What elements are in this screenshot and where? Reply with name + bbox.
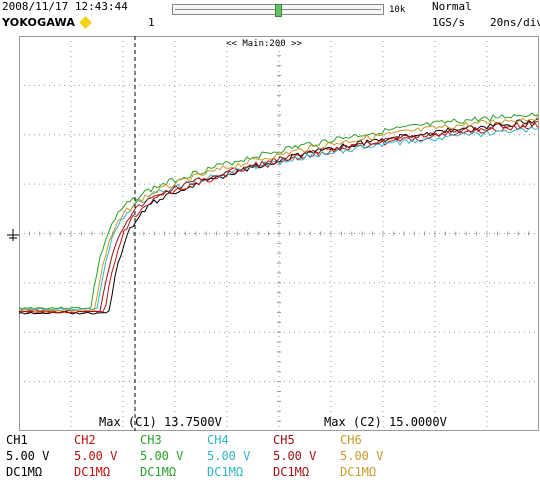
channel-name-ch4[interactable]: CH4 — [207, 433, 229, 447]
trace-ch6 — [19, 114, 539, 312]
ground-icon — [7, 229, 19, 241]
channel-volts-ch3: 5.00 V — [140, 449, 184, 463]
main-window-label: << Main:200 >> — [226, 39, 302, 49]
channel-volts-ch2: 5.00 V — [74, 449, 118, 463]
channel-name-ch1[interactable]: CH1 — [6, 433, 28, 447]
slider-thumb[interactable] — [275, 4, 282, 17]
waveform-traces — [19, 112, 539, 315]
channel-name-ch3[interactable]: CH3 — [140, 433, 162, 447]
timestamp: 2008/11/17 12:43:44 — [2, 0, 128, 13]
status-header: 2008/11/17 12:43:44 YOKOGAWA 1 10k Norma… — [0, 0, 540, 34]
channel-name-ch2[interactable]: CH2 — [74, 433, 96, 447]
channel-coupling-ch1: DC1MΩ — [6, 465, 43, 479]
brand-logo: YOKOGAWA — [2, 16, 76, 29]
cursor-readout-1: Max (C1) 13.7500V — [99, 415, 222, 429]
channel-name-ch6[interactable]: CH6 — [340, 433, 362, 447]
acquisition-mode: Normal — [432, 0, 472, 13]
time-per-division: 20ns/div — [490, 16, 540, 29]
trace-ch4 — [19, 126, 539, 311]
trace-ch5 — [19, 120, 539, 313]
trigger-number: 1 — [148, 16, 155, 29]
grid — [19, 36, 539, 431]
cursor-readout-2: Max (C2) 15.0000V — [324, 415, 447, 429]
sample-rate: 1GS/s — [432, 16, 466, 29]
channel-volts-ch6: 5.00 V — [340, 449, 384, 463]
waveform-display[interactable]: << Main:200 >> Max (C1) 13.7500V Max (C2… — [19, 36, 539, 431]
channel-coupling-ch5: DC1MΩ — [273, 465, 310, 479]
channel-volts-ch4: 5.00 V — [207, 449, 251, 463]
channel-settings-bar: CH1 5.00 V DC1MΩ CH2 5.00 V DC1MΩ CH3 5.00 V DC1… — [0, 432, 540, 497]
channel-volts-ch5: 5.00 V — [273, 449, 317, 463]
channel-volts-ch1: 5.00 V — [6, 449, 50, 463]
trigger-diamond-icon — [79, 16, 92, 29]
channel-name-ch5[interactable]: CH5 — [273, 433, 295, 447]
channel-coupling-ch6: DC1MΩ — [340, 465, 377, 479]
channel-coupling-ch2: DC1MΩ — [74, 465, 111, 479]
channel-coupling-ch4: DC1MΩ — [207, 465, 244, 479]
zoom-position-slider[interactable] — [172, 4, 384, 17]
slider-max-label: 10k — [389, 5, 406, 15]
channel-coupling-ch3: DC1MΩ — [140, 465, 177, 479]
